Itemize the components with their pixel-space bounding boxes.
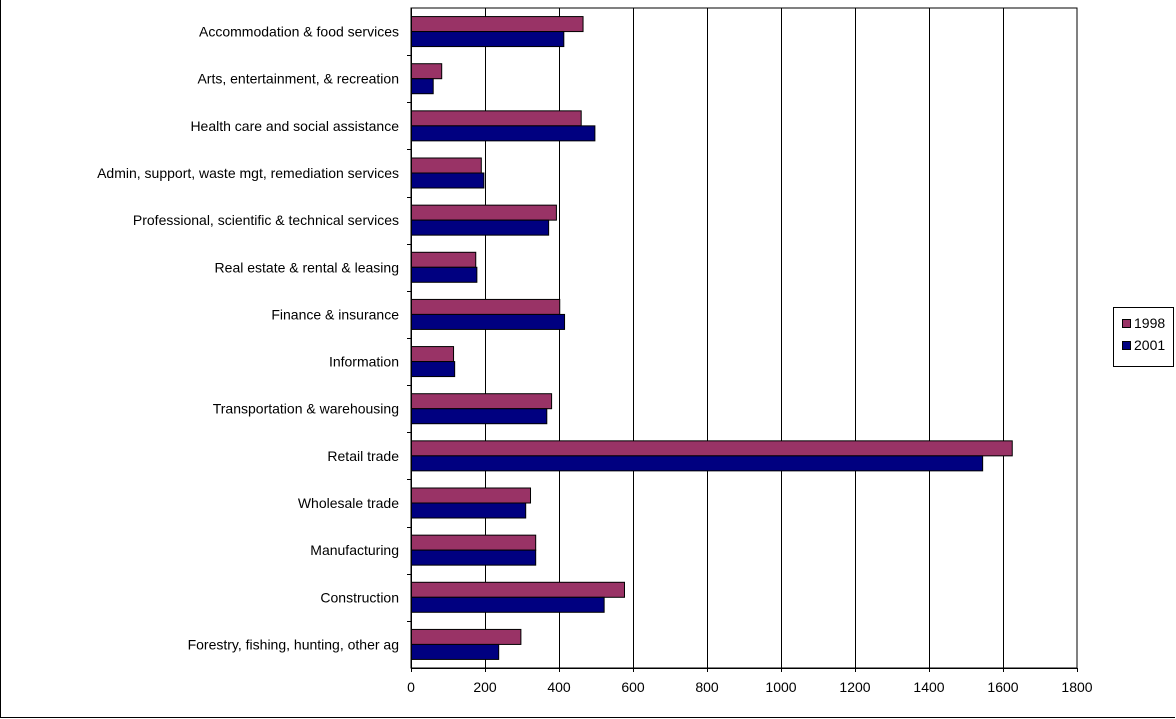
x-tick-label: 0: [407, 679, 415, 695]
bar-1998-2: [410, 110, 582, 127]
bar-2001-4: [410, 219, 550, 236]
legend-label-2001: 2001: [1134, 337, 1165, 353]
category-label: Admin, support, waste mgt, remediation s…: [97, 165, 399, 181]
x-tick-label: 1200: [839, 679, 870, 695]
bar-1998-10: [410, 487, 532, 504]
bar-2001-0: [410, 31, 565, 48]
bar-1998-11: [410, 534, 537, 551]
bar-2001-8: [410, 408, 548, 425]
bar-2001-7: [410, 361, 456, 378]
x-tick-label: 200: [473, 679, 497, 695]
bar-2001-9: [410, 455, 984, 472]
category-label: Retail trade: [327, 448, 399, 464]
bar-2001-3: [410, 172, 485, 189]
category-labels: Accommodation & food services Arts, enter…: [97, 24, 399, 653]
category-label: Transportation & warehousing: [213, 401, 399, 417]
category-label: Professional, scientific & technical ser…: [133, 212, 399, 228]
category-label: Manufacturing: [310, 542, 399, 558]
legend-swatch-2001: [1122, 341, 1131, 350]
axis-layer: [407, 8, 1078, 672]
bar-2001-2: [410, 125, 596, 142]
bar-2001-10: [410, 502, 527, 519]
category-label: Real estate & rental & leasing: [215, 259, 399, 275]
category-label: Information: [329, 354, 399, 370]
x-tick-label: 1400: [913, 679, 944, 695]
bar-2001-13: [410, 643, 500, 660]
bar-1998-13: [410, 628, 522, 645]
bar-1998-3: [410, 157, 482, 174]
x-tick-label: 1800: [1061, 679, 1092, 695]
bar-1998-0: [410, 16, 584, 33]
bar-1998-1: [410, 63, 443, 80]
legend-label-1998: 1998: [1134, 315, 1165, 331]
x-tick-label: 1000: [765, 679, 796, 695]
bar-2001-11: [410, 549, 537, 566]
bar-1998-12: [410, 581, 625, 598]
bar-2001-6: [410, 313, 566, 330]
legend: 1998 2001: [1113, 307, 1174, 367]
bar-1998-7: [410, 346, 455, 363]
legend-box: [1113, 307, 1174, 367]
legend-swatch-1998: [1122, 319, 1131, 328]
x-tick-labels: 0 200 400 600 800 1000 1200 1400 1600 1800: [407, 679, 1093, 695]
bar-2001-12: [410, 596, 605, 613]
category-label: Health care and social assistance: [190, 118, 399, 134]
grid-layer: [410, 7, 1078, 669]
category-label: Forestry, fishing, hunting, other ag: [188, 636, 399, 652]
plot-area: [410, 7, 1078, 669]
x-tick-label: 600: [621, 679, 645, 695]
bars-layer: [410, 16, 1013, 660]
bar-1998-6: [410, 298, 561, 315]
bar-1998-4: [410, 204, 557, 221]
bar-1998-9: [410, 440, 1013, 457]
bar-1998-8: [410, 393, 553, 410]
x-tick-label: 1600: [987, 679, 1018, 695]
category-label: Finance & insurance: [271, 306, 399, 322]
category-label: Accommodation & food services: [199, 24, 399, 40]
category-label: Construction: [320, 589, 399, 605]
x-tick-label: 400: [547, 679, 571, 695]
bar-2001-5: [410, 266, 478, 283]
category-label: Wholesale trade: [298, 495, 399, 511]
x-tick-label: 800: [695, 679, 719, 695]
category-label: Arts, entertainment, & recreation: [197, 71, 399, 87]
bar-1998-5: [410, 251, 477, 268]
bar-2001-1: [410, 78, 434, 95]
